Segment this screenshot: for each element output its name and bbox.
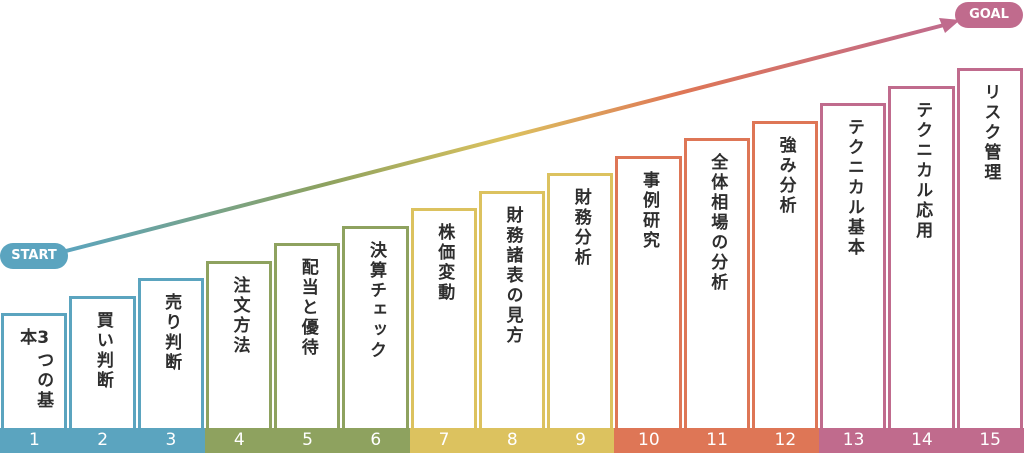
step-label-10: 事例研究 (639, 170, 660, 251)
step-label-14: テクニカル応用 (912, 100, 933, 241)
step-label-3: 売り判断 (161, 293, 182, 373)
step-label-5: 配当と優待 (297, 258, 318, 358)
step-label-2: 買い判断 (92, 310, 113, 391)
step-number-5: 5 (273, 428, 342, 453)
step-box-2: 買い判断 (69, 295, 136, 428)
step-box-11: 全体相場の分析 (683, 138, 750, 428)
step-box-8: 財務諸表の見方 (478, 190, 546, 428)
step-box-13: テクニカル基本 (820, 103, 887, 428)
step-box-9: 財務分析 (547, 173, 614, 428)
step-label-13: テクニカル基本 (843, 118, 864, 258)
step-box-15: リスク管理 (956, 68, 1023, 428)
step-label-6: 決算チェック (365, 240, 386, 361)
step-box-1: 3つの基本 (1, 313, 68, 428)
step-label-12: 強み分析 (775, 135, 796, 216)
step-box-10: 事例研究 (615, 155, 682, 428)
step-number-6: 6 (341, 428, 411, 453)
step-box-14: テクニカル応用 (888, 85, 955, 428)
step-number-4: 4 (204, 428, 274, 453)
start-badge: START (0, 243, 68, 269)
step-number-13: 13 (819, 428, 889, 453)
step-box-6: 決算チェック (342, 225, 409, 428)
goal-badge: GOAL (955, 2, 1023, 28)
arrow-head (939, 18, 960, 33)
arrow-shaft (60, 22, 950, 254)
step-label-7: 株価変動 (434, 223, 455, 303)
step-number-14: 14 (887, 428, 957, 453)
step-label-8: 財務諸表の見方 (502, 205, 523, 346)
step-number-1: 1 (0, 428, 69, 453)
step-label-15: リスク管理 (980, 83, 1001, 183)
step-number-3: 3 (136, 428, 206, 453)
step-box-5: 配当と優待 (274, 243, 341, 428)
step-number-12: 12 (750, 428, 820, 453)
step-number-15: 15 (955, 428, 1024, 453)
step-number-8: 8 (477, 428, 547, 453)
step-label-11: 全体相場の分析 (707, 153, 728, 293)
step-box-4: 注文方法 (205, 260, 273, 428)
step-number-7: 7 (409, 428, 479, 453)
step-number-11: 11 (682, 428, 752, 453)
step-box-12: 強み分析 (751, 120, 819, 428)
step-number-2: 2 (68, 428, 138, 453)
step-label-4: 注文方法 (229, 275, 250, 356)
step-label-1: 3つの基本 (16, 328, 54, 411)
step-number-9: 9 (546, 428, 615, 453)
step-box-3: 売り判断 (137, 278, 204, 428)
step-box-7: 株価変動 (410, 208, 477, 428)
step-number-10: 10 (614, 428, 684, 453)
step-label-9: 財務分析 (570, 188, 591, 268)
